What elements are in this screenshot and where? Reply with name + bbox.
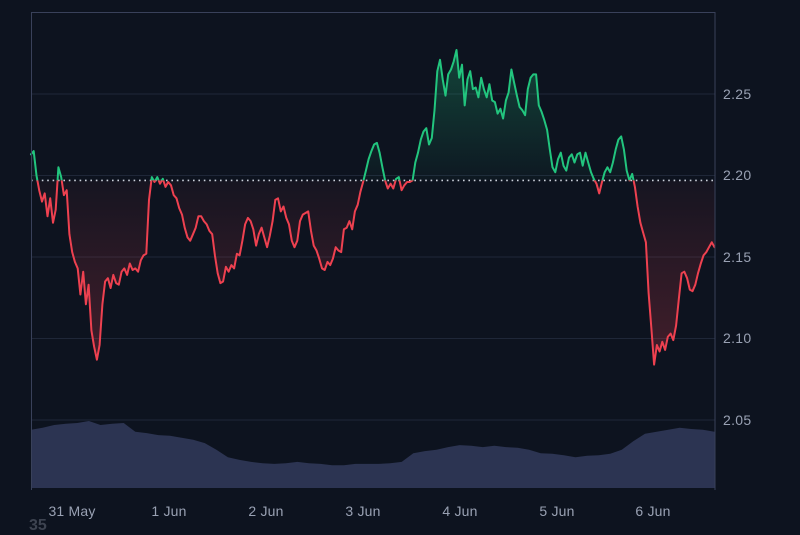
x-axis-label: 6 Jun	[635, 503, 671, 519]
y-axis-label: 2.20	[723, 167, 752, 183]
corner-partial-text: 35	[29, 517, 47, 534]
x-axis-label: 1 Jun	[151, 503, 187, 519]
x-axis-label: 5 Jun	[539, 503, 575, 519]
y-axis-label: 2.25	[723, 86, 752, 102]
x-axis-label: 3 Jun	[345, 503, 381, 519]
y-axis-label: 2.05	[723, 412, 752, 428]
x-axis-label: 31 May	[48, 503, 96, 519]
x-axis-label: 2 Jun	[248, 503, 284, 519]
x-axis-label: 4 Jun	[442, 503, 478, 519]
y-axis-label: 2.10	[723, 330, 752, 346]
y-axis-label: 2.15	[723, 249, 752, 265]
